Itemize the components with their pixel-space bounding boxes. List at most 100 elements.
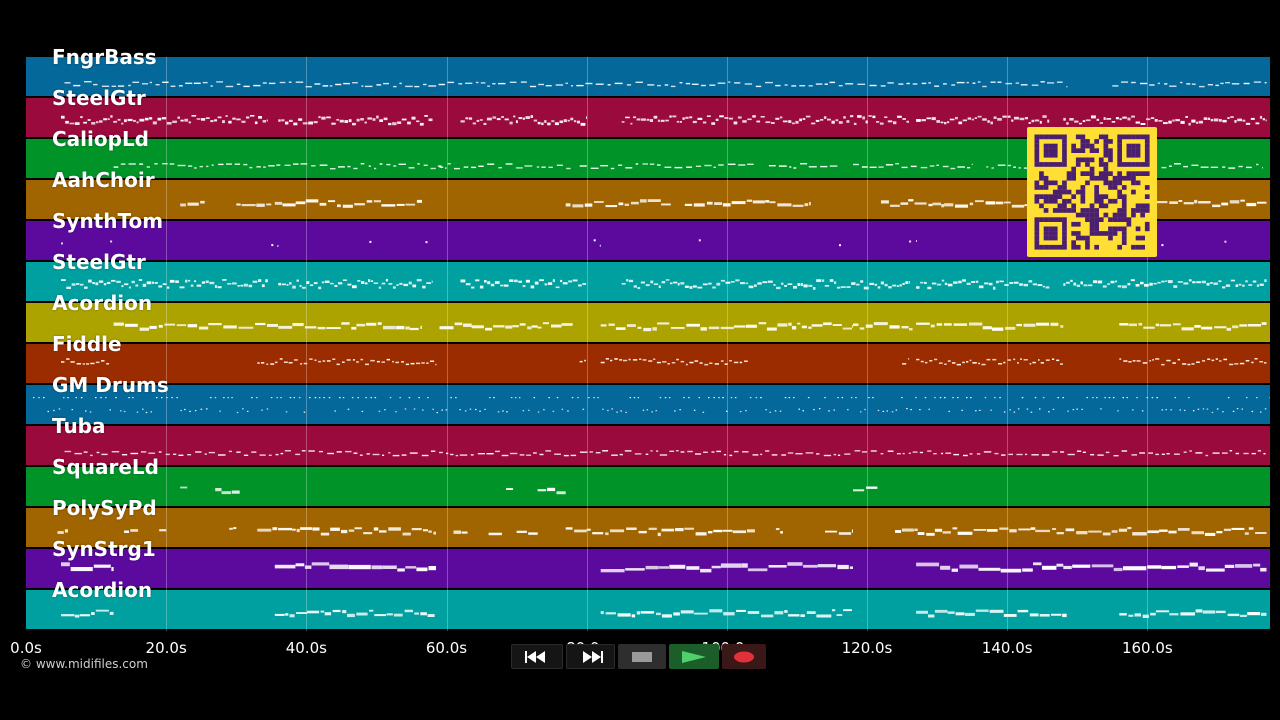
note: [326, 327, 341, 329]
note: [66, 286, 71, 289]
note: [309, 284, 314, 286]
note: [299, 284, 302, 288]
note: [561, 323, 573, 326]
note: [908, 358, 910, 360]
note: [308, 450, 315, 452]
note: [945, 452, 952, 454]
note: [978, 362, 980, 365]
note: [800, 283, 803, 286]
note: [592, 532, 604, 535]
note: [1183, 282, 1189, 285]
note: [242, 408, 244, 410]
note: [38, 397, 40, 399]
note: [1155, 453, 1159, 456]
note: [156, 397, 158, 399]
note: [113, 322, 124, 326]
record-icon: [734, 651, 754, 662]
note: [1047, 119, 1050, 123]
note: [194, 410, 197, 412]
note: [880, 453, 884, 455]
note: [940, 121, 944, 124]
note: [513, 115, 516, 118]
note: [253, 84, 261, 87]
note: [1111, 121, 1116, 123]
note: [1192, 281, 1196, 284]
note: [428, 85, 437, 87]
note: [973, 529, 987, 531]
note: [874, 283, 878, 286]
note: [812, 287, 816, 290]
note: [479, 410, 481, 412]
note: [939, 397, 942, 399]
note: [1196, 281, 1201, 284]
note: [936, 120, 940, 123]
note: [314, 397, 317, 399]
note: [1235, 564, 1253, 568]
note: [1220, 82, 1224, 85]
note: [703, 451, 708, 453]
note: [951, 84, 956, 86]
note: [784, 285, 787, 287]
note: [787, 452, 794, 454]
note: [368, 165, 371, 167]
note: [1132, 532, 1147, 536]
note: [689, 286, 693, 289]
note: [172, 120, 177, 123]
note: [1031, 119, 1035, 123]
note: [563, 454, 569, 457]
note: [1020, 358, 1022, 360]
note: [676, 358, 679, 361]
note: [1232, 325, 1239, 329]
track-label: FngrBass: [52, 45, 157, 69]
note: [243, 283, 248, 287]
note: [1013, 358, 1016, 361]
fast-forward-button[interactable]: [566, 644, 615, 669]
note: [295, 563, 305, 567]
note: [293, 163, 299, 165]
note: [199, 326, 209, 330]
note: [958, 121, 963, 125]
note: [956, 81, 965, 84]
note: [1076, 531, 1088, 535]
note: [746, 199, 753, 202]
note: [352, 122, 356, 126]
note: [302, 286, 306, 289]
note: [1029, 363, 1032, 365]
record-button[interactable]: [722, 644, 766, 669]
play-button[interactable]: [669, 644, 719, 669]
note: [282, 203, 296, 207]
note: [660, 119, 665, 122]
note: [657, 84, 661, 87]
note: [616, 411, 618, 413]
note: [360, 358, 364, 361]
note: [374, 167, 377, 170]
note: [95, 361, 100, 364]
note: [972, 82, 976, 84]
note: [373, 200, 381, 203]
note: [711, 122, 716, 125]
note: [1189, 450, 1192, 452]
note: [364, 85, 373, 88]
note: [745, 410, 747, 412]
note: [479, 285, 484, 289]
note: [266, 203, 272, 206]
note: [133, 119, 136, 122]
note: [1150, 612, 1156, 616]
note: [752, 200, 765, 204]
tick-label: 60.0s: [425, 639, 468, 657]
note: [510, 452, 518, 455]
note: [261, 409, 263, 411]
note: [1232, 410, 1235, 412]
note: [1206, 408, 1209, 410]
note: [686, 566, 700, 570]
note: [1177, 281, 1183, 283]
note: [900, 202, 909, 205]
stop-button[interactable]: [618, 644, 666, 669]
rewind-button[interactable]: [511, 644, 563, 669]
note: [447, 163, 451, 165]
note: [61, 115, 65, 119]
note: [908, 199, 914, 202]
note: [993, 286, 996, 290]
note: [1262, 118, 1265, 121]
note: [121, 122, 124, 125]
